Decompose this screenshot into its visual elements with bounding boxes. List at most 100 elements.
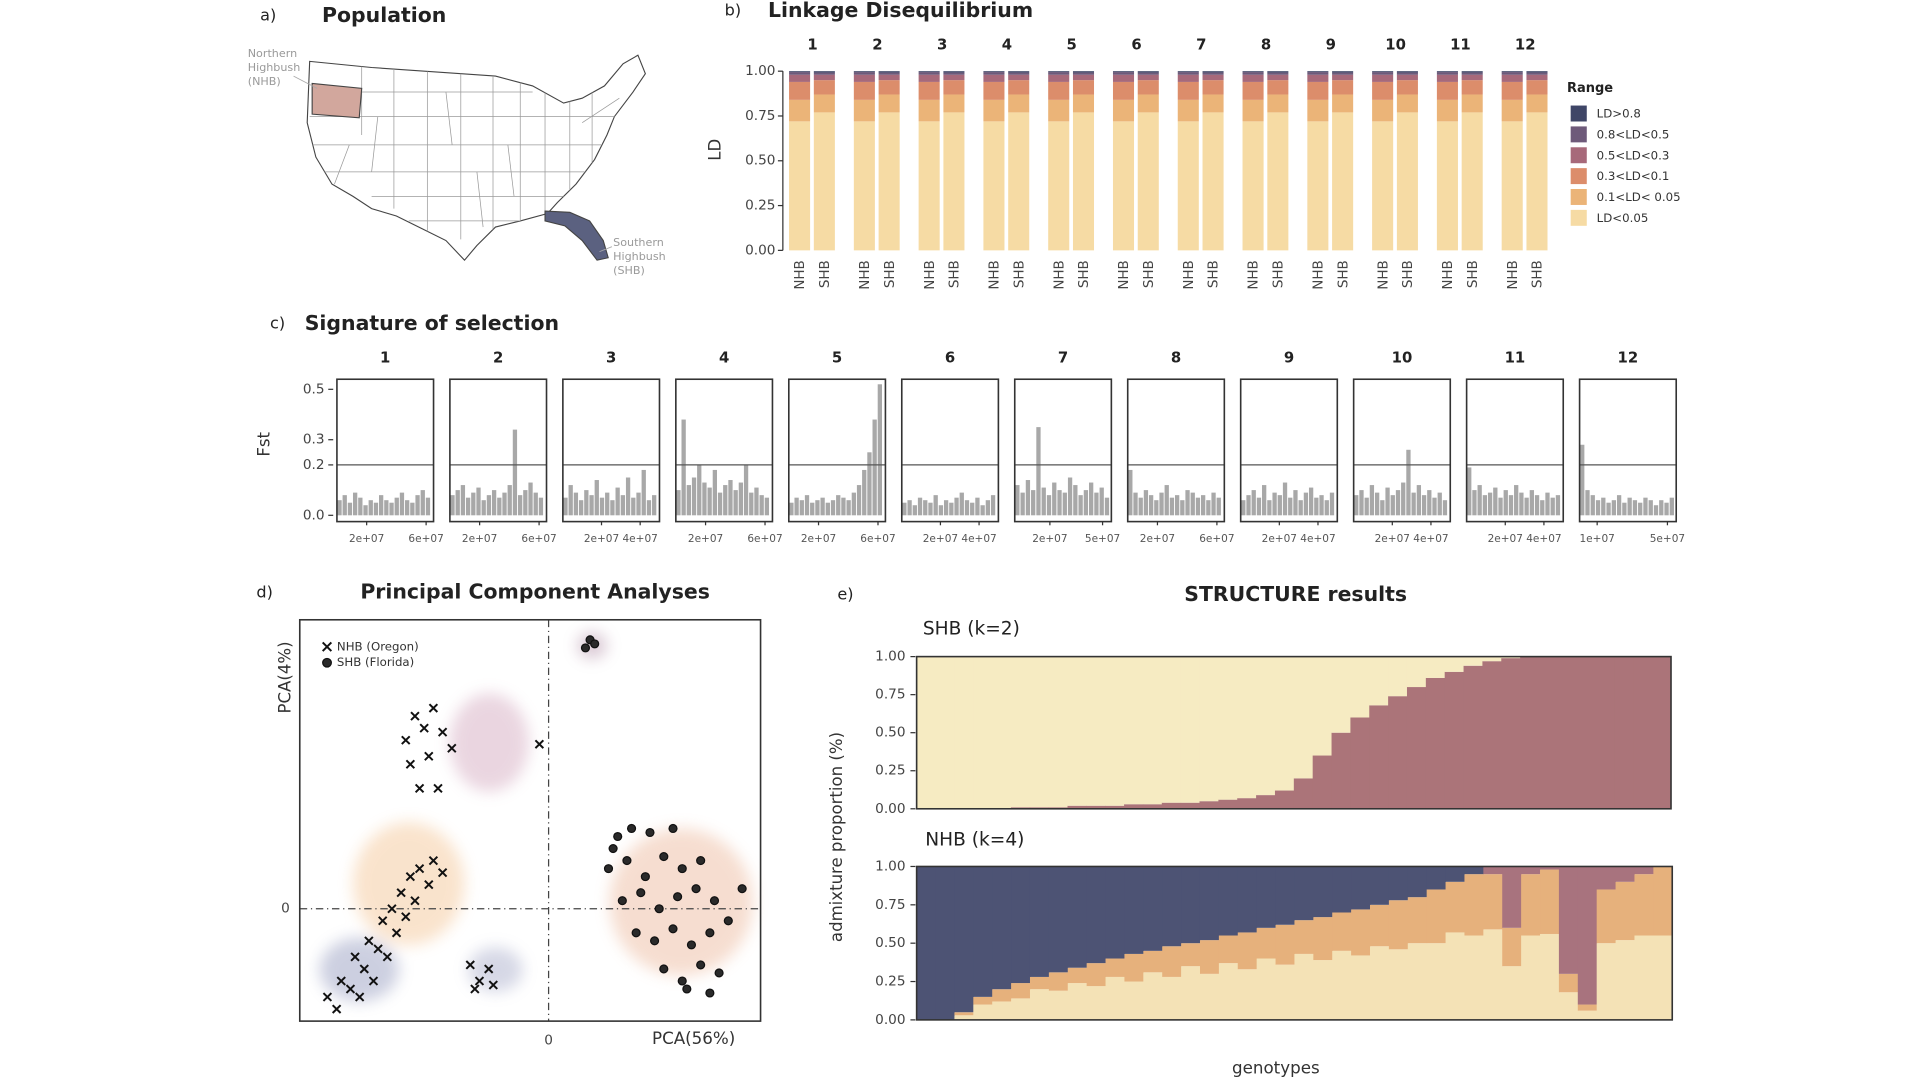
x-tick-label: NHB (1505, 260, 1521, 289)
admixture-segment (1294, 953, 1314, 1020)
fst-bar (1487, 492, 1493, 516)
fst-bar (938, 505, 944, 516)
ld-segment (1372, 99, 1394, 122)
admixture-segment (1653, 935, 1673, 1020)
fst-bar (1427, 490, 1432, 516)
ld-segment (1072, 71, 1095, 73)
ld-segment (1501, 99, 1523, 122)
point-x (428, 703, 439, 713)
ld-segment (1177, 81, 1199, 100)
ld-segment (1332, 71, 1354, 73)
facet-frame (675, 378, 774, 523)
admixture-segment (1274, 790, 1295, 809)
ld-segment (1461, 72, 1483, 75)
ld-segment (813, 74, 835, 81)
ld-segment (983, 74, 1005, 82)
ld-segment (918, 71, 940, 73)
fst-bar (394, 497, 399, 516)
admixture-segment (1010, 656, 1031, 808)
facet-label: 6 (945, 349, 955, 366)
admixture-segment (1464, 866, 1484, 875)
fst-bar (759, 495, 764, 516)
admixture-segment (1406, 656, 1427, 688)
admixture-segment (1275, 924, 1295, 965)
admixture-segment (1596, 889, 1617, 944)
fst-bar (825, 502, 830, 516)
x-tick-label: 2e+07 (801, 533, 836, 545)
admixture-segment (973, 996, 993, 1005)
ld-segment (983, 71, 1005, 73)
admixture-segment (954, 866, 974, 1013)
ld-segment (813, 112, 835, 251)
fst-bar (1395, 490, 1401, 516)
fst-bar (1653, 505, 1659, 516)
fst-bar (1262, 485, 1267, 516)
facet-frame (336, 378, 435, 523)
legend-label: 0.1<LD< 0.05 (1597, 190, 1681, 204)
fst-bar (1380, 500, 1385, 516)
ld-segment (789, 81, 811, 100)
fst-bar (902, 502, 907, 516)
ld-segment (1202, 71, 1224, 73)
legend-marker (321, 641, 333, 652)
fst-bar (686, 485, 691, 516)
admixture-segment (1464, 874, 1484, 936)
fst-bar (1580, 444, 1585, 516)
legend-label: NHB (Oregon) (337, 639, 419, 653)
admixture-segment (1199, 940, 1220, 974)
admixture-segment (1388, 866, 1409, 901)
fst-bar (877, 384, 882, 516)
admixture-segment (992, 989, 1012, 1002)
ld-segment (1307, 81, 1329, 100)
fst-bar (872, 419, 877, 516)
chart-title: Signature of selection (305, 311, 559, 335)
fst-bar (1359, 490, 1364, 516)
admixture-segment (1161, 802, 1182, 809)
y-axis-label: LD (705, 139, 724, 161)
admixture-segment (1483, 874, 1503, 930)
region-label: Highbush (248, 61, 301, 74)
admixture-segment (954, 1015, 974, 1020)
point-circle (737, 884, 747, 894)
admixture-segment (1445, 866, 1465, 882)
fst-bar (1015, 485, 1020, 516)
admixture-segment (1048, 866, 1069, 973)
y-axis-label: Fst (255, 431, 274, 456)
x-tick-label: 2e+07 (923, 533, 958, 545)
admixture-segment (1143, 866, 1163, 951)
fst-bar (970, 502, 975, 516)
x-tick-label: NHB (1375, 260, 1391, 289)
ld-segment (813, 72, 835, 75)
ld-segment (918, 72, 940, 75)
fst-bar (707, 487, 712, 516)
ld-segment (1008, 74, 1030, 81)
x-tick-label: SHB (1465, 260, 1481, 288)
x-tick-label: 2e+07 (462, 533, 497, 545)
x-tick-label: SHB (1076, 260, 1092, 288)
admixture-segment (916, 866, 937, 1020)
ld-segment (1048, 99, 1070, 122)
fst-bar (928, 502, 933, 516)
fst-bar (465, 497, 471, 516)
shb-pointer (599, 246, 613, 252)
facet-frame (1239, 378, 1339, 523)
admixture-segment (973, 656, 993, 809)
admixture-segment (1029, 866, 1050, 977)
admixture-segment (1464, 935, 1484, 1020)
fst-bar (1251, 490, 1256, 516)
point-x (474, 976, 485, 986)
facet-frame (1352, 378, 1452, 523)
ld-segment (1137, 72, 1159, 75)
legend-title: Range (1567, 81, 1613, 96)
admixture-segment (1426, 889, 1447, 944)
subplot-title: NHB (k=4) (925, 830, 1024, 851)
region-label: Southern (613, 236, 664, 249)
facet-frame (1465, 378, 1565, 523)
y-tick-label: 1.00 (875, 859, 905, 875)
fst-bar (410, 502, 415, 516)
fst-bar (1143, 490, 1149, 516)
admixture-segment (916, 656, 936, 809)
ld-segment (1526, 71, 1548, 73)
admixture-segment (1142, 804, 1163, 809)
